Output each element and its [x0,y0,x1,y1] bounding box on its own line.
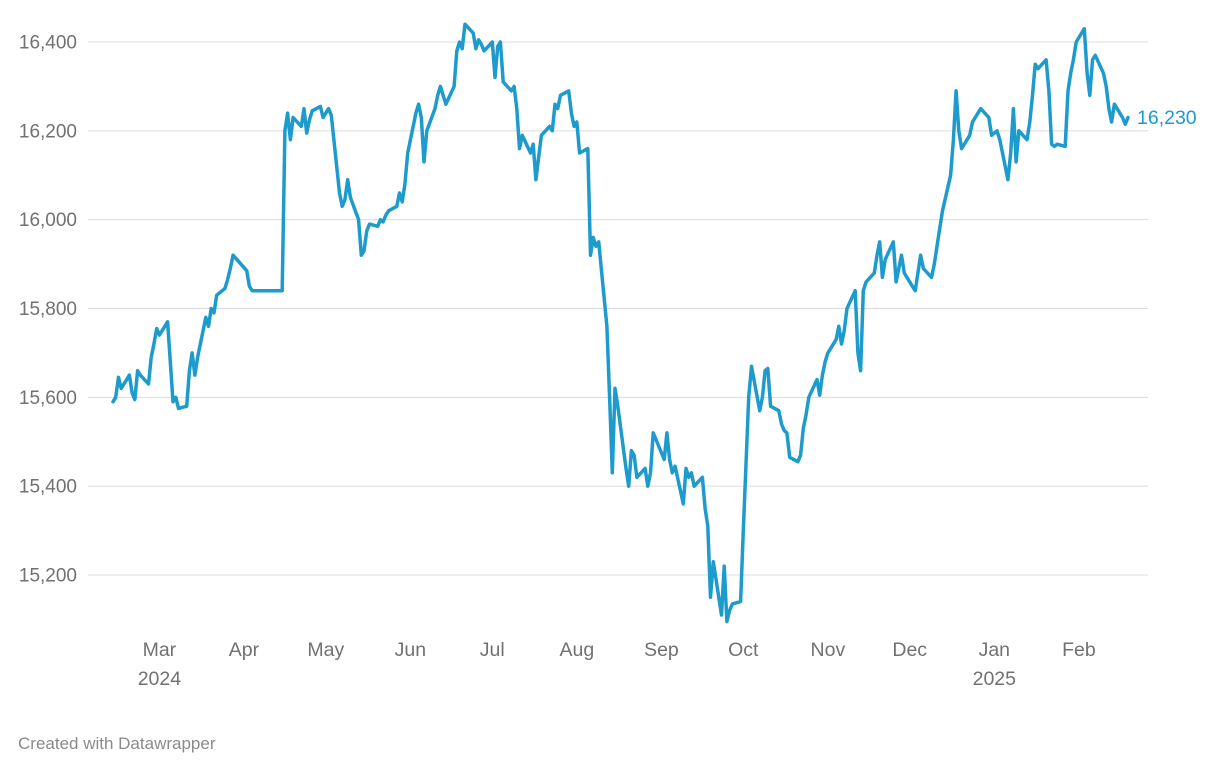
y-tick-label: 15,400 [19,477,77,498]
end-value-label: 16,230 [1137,107,1197,129]
data-line [111,22,1130,624]
x-tick-label: Nov [811,639,846,661]
x-tick-label: Oct [728,639,759,661]
y-tick-label: 16,400 [19,32,77,53]
x-tick-year-label: 2024 [138,668,182,690]
line-chart: 15,200 15,400 15,600 15,800 16,000 16,200 16,4… [19,22,1197,690]
x-tick-label: Jun [395,639,426,661]
y-tick-label: 16,000 [19,210,77,231]
y-tick-label: 16,200 [19,121,77,142]
x-tick-label: Dec [892,639,927,661]
x-tick-label: Apr [229,639,260,661]
x-tick-label: May [307,639,344,661]
y-tick-label: 15,600 [19,388,77,409]
x-tick-year-label: 2025 [973,668,1017,690]
x-tick-label: Aug [559,639,594,661]
x-tick-label: Feb [1062,639,1096,661]
x-tick-label: Jul [480,639,505,661]
y-tick-label: 15,200 [19,565,77,586]
x-tick-label: Sep [644,639,679,661]
attribution-text: Created with Datawrapper [18,734,216,753]
y-tick-label: 15,800 [19,299,77,320]
x-tick-label: Mar [143,639,177,661]
x-tick-label: Jan [979,639,1010,661]
